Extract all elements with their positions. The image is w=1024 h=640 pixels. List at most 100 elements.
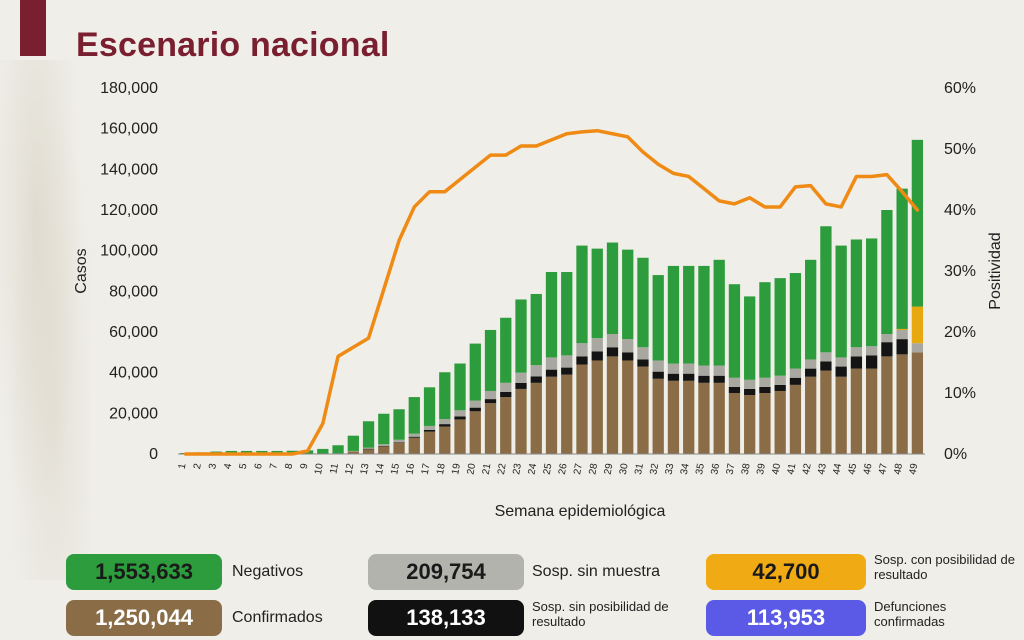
bar-segment-sosp-sin-posibilidad-de-resultado bbox=[393, 442, 405, 443]
bar-segment-sosp-sin-posibilidad-de-resultado bbox=[622, 352, 634, 361]
bar-segment-confirmados bbox=[378, 446, 390, 454]
legend-sosp-con-posibilidad-badge: 42,700 bbox=[706, 554, 866, 590]
bar-segment-negativos bbox=[652, 275, 664, 361]
bar-segment-sosp-sin-muestra bbox=[545, 357, 558, 370]
y-tick-label: 80,000 bbox=[109, 283, 158, 300]
bar-segment-sosp-sin-posibilidad-de-resultado bbox=[850, 356, 863, 369]
bar-segment-negativos bbox=[469, 343, 481, 401]
x-tick-label: 25 bbox=[542, 462, 555, 475]
bar-segment-confirmados bbox=[667, 380, 680, 454]
x-tick-label: 15 bbox=[389, 462, 402, 475]
bar-segment-sosp-sin-muestra bbox=[835, 357, 847, 367]
x-tick-label: 18 bbox=[435, 462, 448, 475]
x-tick-label: 42 bbox=[801, 462, 814, 475]
bar-segment-sosp-sin-posibilidad-de-resultado bbox=[606, 347, 619, 357]
bar-segment-confirmados bbox=[881, 356, 893, 454]
bar-segment-sosp-sin-posibilidad-de-resultado bbox=[591, 351, 603, 361]
bar-segment-negativos bbox=[591, 248, 603, 339]
bar-segment-negativos bbox=[317, 448, 329, 454]
y2-tick-label: 10% bbox=[944, 385, 976, 402]
bar-segment-negativos bbox=[454, 363, 466, 411]
bar-segment-confirmados bbox=[484, 403, 497, 454]
bar-segment-negativos bbox=[667, 265, 680, 364]
bar-segment-negativos bbox=[774, 278, 786, 376]
bar-segment-confirmados bbox=[744, 395, 756, 454]
x-tick-label: 12 bbox=[344, 462, 357, 475]
bar-segment-confirmados bbox=[393, 442, 405, 454]
x-tick-label: 39 bbox=[755, 462, 768, 475]
bar-segment-sosp-sin-posibilidad-de-resultado bbox=[774, 384, 786, 391]
y-tick-label: 100,000 bbox=[100, 243, 158, 260]
y2-tick-label: 20% bbox=[944, 324, 976, 341]
bar-segment-negativos bbox=[530, 293, 542, 366]
bar-segment-negativos bbox=[576, 245, 588, 344]
bar-segment-sosp-sin-posibilidad-de-resultado bbox=[637, 359, 649, 367]
bar-segment-sosp-sin-muestra bbox=[515, 372, 527, 383]
bar-segment-negativos bbox=[515, 299, 527, 373]
bar-segment-negativos bbox=[484, 329, 497, 391]
bar-segment-confirmados bbox=[606, 356, 619, 454]
bar-segment-sosp-sin-posibilidad-de-resultado bbox=[667, 373, 680, 381]
bar-segment-sosp-sin-posibilidad-de-resultado bbox=[881, 342, 893, 357]
bar-segment-negativos bbox=[622, 249, 634, 340]
bar-segment-sosp-sin-muestra bbox=[911, 343, 924, 353]
bar-segment-confirmados bbox=[576, 364, 588, 454]
bar-segment-sosp-sin-muestra bbox=[866, 346, 878, 356]
bar-segment-sosp-sin-muestra bbox=[378, 444, 390, 446]
bar-segment-sosp-sin-muestra bbox=[698, 365, 710, 376]
x-tick-label: 22 bbox=[496, 462, 509, 475]
y-tick-label: 180,000 bbox=[100, 80, 158, 97]
x-tick-label: 32 bbox=[648, 462, 661, 475]
x-tick-label: 14 bbox=[374, 462, 387, 475]
bar-segment-confirmados bbox=[789, 384, 802, 454]
bar-segment-sosp-sin-muestra bbox=[576, 343, 588, 357]
bar-segment-sosp-sin-posibilidad-de-resultado bbox=[423, 430, 436, 432]
bar-segment-negativos bbox=[850, 239, 863, 348]
legend-sosp-sin-muestra-label: Sosp. sin muestra bbox=[532, 563, 661, 580]
background-pattern bbox=[0, 60, 90, 580]
x-tick-label: 38 bbox=[740, 462, 753, 475]
x-tick-label: 48 bbox=[892, 462, 905, 475]
bar-segment-confirmados bbox=[698, 382, 710, 454]
x-tick-label: 49 bbox=[908, 462, 921, 475]
x-tick-label: 13 bbox=[359, 462, 372, 475]
bar-segment-negativos bbox=[423, 387, 436, 426]
bar-segment-confirmados bbox=[805, 376, 817, 454]
y-tick-label: 120,000 bbox=[100, 202, 158, 219]
x-tick-label: 47 bbox=[877, 462, 890, 475]
bar-segment-negativos bbox=[866, 238, 878, 347]
legend-confirmados-badge: 1,250,044 bbox=[66, 600, 222, 636]
bar-segment-negativos bbox=[805, 259, 817, 360]
bar-segment-sosp-sin-muestra bbox=[622, 339, 634, 353]
bar-segment-confirmados bbox=[759, 393, 771, 454]
bar-segment-sosp-sin-muestra bbox=[667, 363, 680, 374]
y-tick-label: 0 bbox=[149, 446, 158, 463]
x-tick-label: 23 bbox=[511, 462, 524, 475]
bar-segment-negativos bbox=[911, 139, 924, 307]
bar-segment-sosp-sin-posibilidad-de-resultado bbox=[896, 339, 908, 355]
bar-segment-sosp-sin-posibilidad-de-resultado bbox=[744, 388, 756, 396]
bar-segment-confirmados bbox=[896, 354, 908, 454]
bar-segment-negativos bbox=[637, 257, 649, 348]
y-tick-label: 60,000 bbox=[109, 324, 158, 341]
bar-segment-sosp-sin-muestra bbox=[530, 365, 542, 377]
bar-segment-sosp-sin-posibilidad-de-resultado bbox=[439, 424, 451, 427]
bar-segment-confirmados bbox=[469, 411, 481, 454]
x-tick-label: 34 bbox=[679, 462, 692, 475]
bar-segment-sosp-sin-posibilidad-de-resultado bbox=[820, 361, 832, 371]
bar-segment-sosp-sin-posibilidad-de-resultado bbox=[576, 356, 588, 365]
legend-negativos-label: Negativos bbox=[232, 563, 304, 580]
legend-defunciones-label: Defunciones confirmadas bbox=[874, 599, 947, 629]
bar-segment-sosp-sin-posibilidad-de-resultado bbox=[515, 382, 527, 389]
bar-segment-confirmados bbox=[530, 382, 542, 454]
bar-segment-negativos bbox=[500, 317, 512, 383]
bar-segment-sosp-sin-muestra bbox=[850, 347, 863, 357]
bar-segment-negativos bbox=[896, 188, 908, 329]
x-tick-label: 33 bbox=[664, 462, 677, 475]
x-tick-label: 6 bbox=[253, 462, 265, 470]
bar-segment-confirmados bbox=[866, 368, 878, 454]
x-tick-label: 27 bbox=[572, 462, 585, 475]
bar-segment-negativos bbox=[698, 265, 710, 366]
bar-segment-confirmados bbox=[515, 388, 527, 454]
x-tick-label: 11 bbox=[328, 462, 341, 475]
